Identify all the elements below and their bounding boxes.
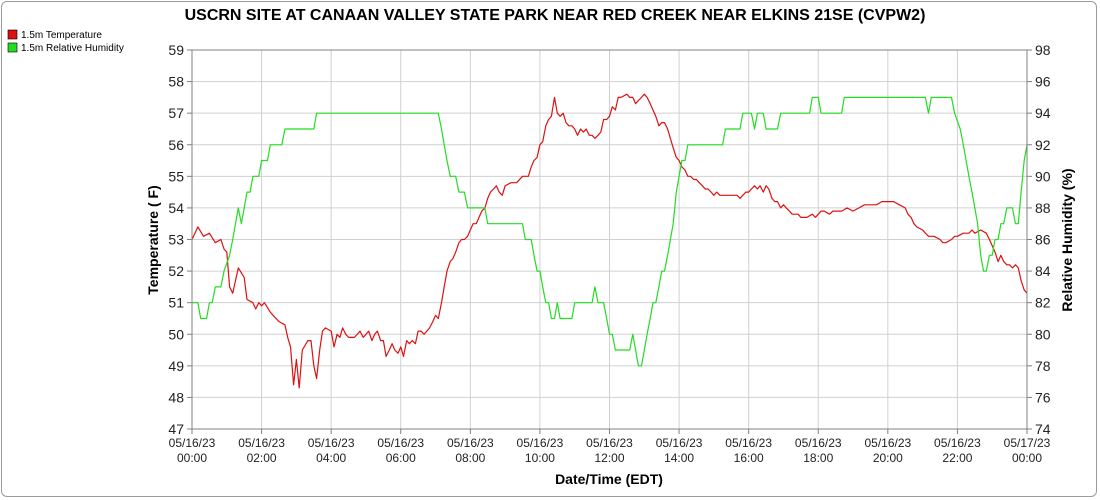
y-right-tick-label: 80 (1035, 326, 1051, 342)
x-tick-time-label: 16:00 (734, 451, 764, 465)
legend-swatch-temperature (7, 29, 18, 40)
x-tick-time-label: 00:00 (1012, 451, 1042, 465)
x-tick-date-label: 05/16/23 (656, 436, 703, 450)
x-tick-time-label: 06:00 (386, 451, 416, 465)
legend-label-humidity: 1.5m Relative Humidity (21, 43, 124, 54)
x-tick-time-label: 10:00 (525, 451, 555, 465)
y-right-tick-label: 96 (1035, 74, 1051, 90)
y-right-tick-label: 90 (1035, 168, 1051, 184)
y-left-tick-label: 51 (168, 295, 184, 311)
y-left-tick-label: 53 (168, 232, 184, 248)
x-tick-time-label: 04:00 (316, 451, 346, 465)
y-left-tick-label: 52 (168, 263, 184, 279)
y-axis-left: 47 48 49 50 51 52 53 54 55 56 57 58 59 (168, 42, 192, 437)
x-tick-time-label: 08:00 (455, 451, 485, 465)
y-axis-right: 74 76 78 80 82 84 86 88 90 92 94 96 98 (1027, 42, 1051, 437)
y-axis-right-label: Relative Humidity (%) (1059, 168, 1075, 311)
x-tick-time-label: 14:00 (664, 451, 694, 465)
x-tick-date-label: 05/16/23 (169, 436, 216, 450)
y-right-tick-label: 86 (1035, 232, 1051, 248)
x-tick-date-label: 05/16/23 (308, 436, 355, 450)
x-tick-time-label: 00:00 (177, 451, 207, 465)
temperature-series-line (191, 93, 1028, 389)
x-tick-time-label: 12:00 (594, 451, 624, 465)
x-tick-date-label: 05/16/23 (725, 436, 772, 450)
y-right-tick-label: 94 (1035, 105, 1051, 121)
legend-swatch-humidity (7, 42, 18, 53)
y-left-tick-label: 55 (168, 168, 184, 184)
x-tick-date-label: 05/16/23 (377, 436, 424, 450)
x-tick-time-label: 02:00 (247, 451, 277, 465)
y-left-tick-label: 50 (168, 326, 184, 342)
chart-title: USCRN SITE AT CANAAN VALLEY STATE PARK N… (185, 7, 926, 24)
x-tick-date-label: 05/16/23 (795, 436, 842, 450)
y-left-tick-label: 48 (168, 389, 184, 405)
y-right-tick-label: 92 (1035, 137, 1051, 153)
y-left-tick-label: 47 (168, 421, 184, 437)
y-right-tick-label: 74 (1035, 421, 1051, 437)
legend-label-temperature: 1.5m Temperature (21, 30, 102, 41)
x-tick-time-label: 22:00 (942, 451, 972, 465)
x-tick-time-label: 20:00 (873, 451, 903, 465)
y-right-tick-label: 84 (1035, 263, 1051, 279)
y-left-tick-label: 54 (168, 200, 184, 216)
x-tick-time-label: 18:00 (803, 451, 833, 465)
humidity-series-line (192, 96, 1028, 367)
y-left-tick-label: 58 (168, 74, 184, 90)
y-left-tick-label: 57 (168, 105, 184, 121)
y-right-tick-label: 82 (1035, 295, 1051, 311)
y-left-tick-label: 59 (168, 42, 184, 58)
x-tick-date-label: 05/16/23 (517, 436, 564, 450)
x-tick-date-label: 05/16/23 (934, 436, 981, 450)
y-right-tick-label: 98 (1035, 42, 1051, 58)
x-tick-date-label: 05/17/23 (1004, 436, 1051, 450)
y-left-tick-label: 49 (168, 358, 184, 374)
y-right-tick-label: 78 (1035, 358, 1051, 374)
series-layer (191, 93, 1028, 389)
legend: 1.5m Temperature 1.5m Relative Humidity (7, 29, 124, 54)
y-axis-left-label: Temperature ( F) (145, 185, 161, 294)
x-tick-date-label: 05/16/23 (447, 436, 494, 450)
y-left-tick-label: 56 (168, 137, 184, 153)
x-axis-label: Date/Time (EDT) (555, 471, 663, 487)
x-tick-date-label: 05/16/23 (864, 436, 911, 450)
y-right-tick-label: 76 (1035, 389, 1051, 405)
x-tick-date-label: 05/16/23 (586, 436, 633, 450)
x-axis: 05/16/2300:0005/16/2302:0005/16/2304:000… (169, 429, 1051, 465)
y-right-tick-label: 88 (1035, 200, 1051, 216)
x-tick-date-label: 05/16/23 (238, 436, 285, 450)
